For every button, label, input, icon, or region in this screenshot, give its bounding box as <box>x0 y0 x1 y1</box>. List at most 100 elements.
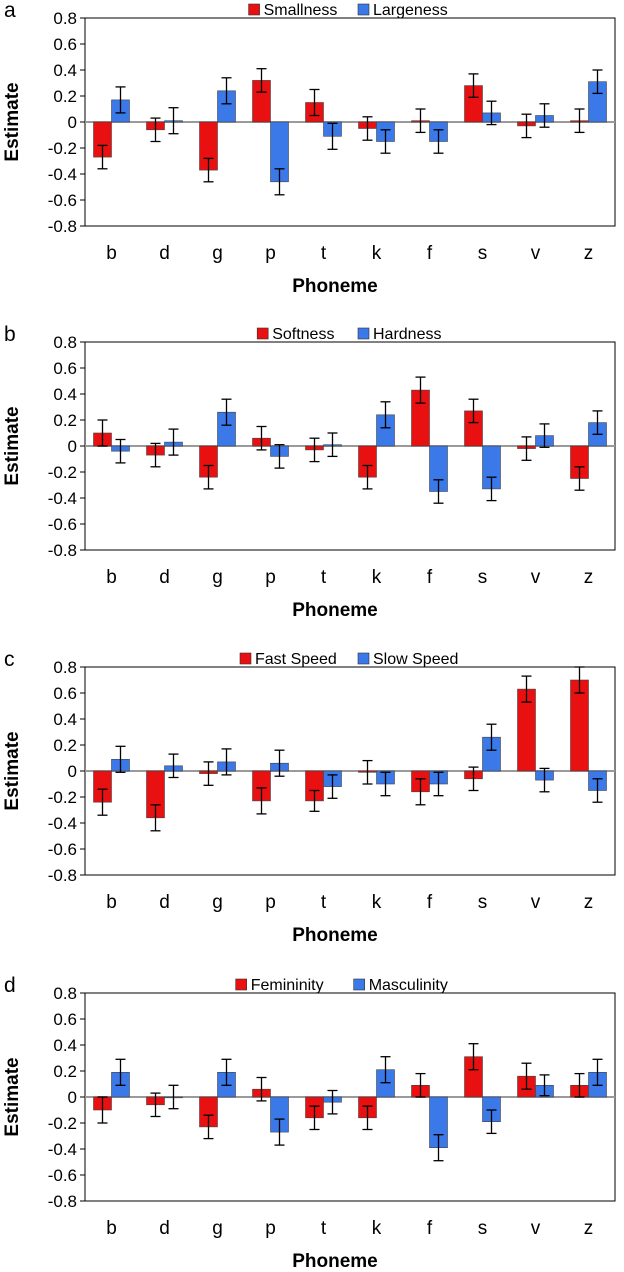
y-tick-label: -0.6 <box>48 515 77 534</box>
y-tick-label: -0.6 <box>48 840 77 859</box>
x-tick-label-k: k <box>372 1218 382 1239</box>
x-axis-title: Phoneme <box>292 925 378 946</box>
y-tick-label: -0.8 <box>48 217 77 236</box>
x-tick-label-d: d <box>159 892 170 913</box>
chart-panel-a: a Smallness Largeness 0.8 0.6 0.4 0.2 0 -0.2 -0.4… <box>2 0 616 297</box>
x-tick-label-z: z <box>584 243 594 264</box>
y-axis-title: Estimate <box>2 82 23 161</box>
legend-swatch-0 <box>235 978 247 991</box>
legend-swatch-0 <box>256 327 269 340</box>
x-tick-label-g: g <box>212 892 223 913</box>
x-tick-label-s: s <box>478 1218 488 1239</box>
y-axis-title: Estimate <box>2 1057 23 1136</box>
x-tick-label-p: p <box>265 1218 276 1239</box>
y-tick-label: -0.8 <box>48 1192 77 1211</box>
legend-label-1: Masculinity <box>369 977 448 994</box>
y-tick-label: -0.2 <box>48 788 77 807</box>
legend-label-1: Hardness <box>373 326 441 343</box>
y-axis-title: Estimate <box>2 731 23 810</box>
x-tick-label-b: b <box>106 892 117 913</box>
x-tick-label-f: f <box>427 567 433 588</box>
y-tick-label: 0.2 <box>53 1062 77 1081</box>
x-tick-label-t: t <box>321 243 327 264</box>
y-axis-title: Estimate <box>2 406 23 485</box>
y-tick-label: 0.6 <box>53 684 77 703</box>
x-tick-label-s: s <box>478 243 488 264</box>
y-tick-label: -0.2 <box>48 463 77 482</box>
legend-label-0: Smallness <box>264 2 338 19</box>
y-tick-label: -0.4 <box>48 1140 77 1159</box>
x-tick-label-z: z <box>584 1218 594 1239</box>
y-tick-label: 0.8 <box>53 333 77 352</box>
x-tick-label-d: d <box>159 567 170 588</box>
y-tick-label: 0 <box>68 762 77 781</box>
y-tick-label: -0.4 <box>48 489 77 508</box>
y-tick-label: 0.4 <box>53 385 77 404</box>
y-tick-label: -0.6 <box>48 1166 77 1185</box>
y-tick-label: -0.8 <box>48 866 77 885</box>
x-tick-label-p: p <box>265 243 276 264</box>
x-tick-label-s: s <box>478 892 488 913</box>
y-tick-label: 0.6 <box>53 1010 77 1029</box>
y-tick-label: 0.8 <box>53 658 77 677</box>
y-tick-label: -0.6 <box>48 191 77 210</box>
x-tick-label-p: p <box>265 567 276 588</box>
x-axis-title: Phoneme <box>292 1251 378 1267</box>
legend-swatch-0 <box>248 3 260 16</box>
x-tick-label-v: v <box>531 567 541 588</box>
panel-label: a <box>4 0 16 22</box>
chart-panel-c: c Fast Speed Slow Speed 0.8 0.6 0.4 0.2 0 -0.2 -0… <box>2 648 616 946</box>
x-tick-label-f: f <box>427 1218 433 1239</box>
x-tick-label-d: d <box>159 1218 170 1239</box>
x-axis-title: Phoneme <box>292 276 378 297</box>
x-tick-label-k: k <box>372 567 382 588</box>
y-tick-label: -0.4 <box>48 165 77 184</box>
x-tick-label-z: z <box>584 892 594 913</box>
x-tick-label-f: f <box>427 243 433 264</box>
x-axis-title: Phoneme <box>292 600 378 621</box>
x-tick-label-v: v <box>531 1218 541 1239</box>
y-tick-label: 0.4 <box>53 710 77 729</box>
chart-panel-d: d Femininity Masculinity 0.8 0.6 0.4 0.2 0 -0.2 -… <box>2 974 616 1272</box>
x-tick-label-k: k <box>372 243 382 264</box>
y-tick-label: 0 <box>68 113 77 132</box>
x-tick-label-t: t <box>321 567 327 588</box>
panel-label: c <box>4 648 15 671</box>
legend-label-1: Largeness <box>373 2 448 19</box>
x-tick-label-v: v <box>531 243 541 264</box>
x-tick-label-p: p <box>265 892 276 913</box>
x-tick-label-s: s <box>478 567 488 588</box>
legend-swatch-1 <box>357 652 370 665</box>
legend-label-0: Femininity <box>251 977 324 994</box>
y-tick-label: 0.6 <box>53 359 77 378</box>
y-tick-label: 0 <box>68 437 77 456</box>
x-tick-label-t: t <box>321 1218 327 1239</box>
legend-label-0: Softness <box>272 326 334 343</box>
y-tick-label: 0.2 <box>53 736 77 755</box>
bar-fast-speed-z <box>570 679 589 772</box>
y-tick-label: 0 <box>68 1088 77 1107</box>
x-tick-label-d: d <box>159 243 170 264</box>
x-tick-label-g: g <box>212 243 223 264</box>
y-tick-label: 0.4 <box>53 61 77 80</box>
chart-panel-b: b Softness Hardness 0.8 0.6 0.4 0.2 0 -0.2 -0.4 -0… <box>2 323 616 621</box>
x-tick-label-k: k <box>372 892 382 913</box>
legend-swatch-0 <box>239 652 252 665</box>
legend-label-0: Fast Speed <box>255 651 337 668</box>
legend-swatch-1 <box>357 327 370 340</box>
x-tick-label-t: t <box>321 892 327 913</box>
legend-swatch-1 <box>357 3 370 16</box>
x-tick-label-g: g <box>212 1218 223 1239</box>
y-tick-label: -0.4 <box>48 814 77 833</box>
legend-swatch-1 <box>353 978 366 991</box>
y-tick-label: 0.6 <box>53 35 77 54</box>
y-tick-label: 0.4 <box>53 1036 77 1055</box>
x-tick-label-b: b <box>106 567 117 588</box>
x-tick-label-b: b <box>106 1218 117 1239</box>
y-tick-label: 0.2 <box>53 87 77 106</box>
x-tick-label-z: z <box>584 567 594 588</box>
x-tick-label-g: g <box>212 567 223 588</box>
panel-label: d <box>4 974 16 997</box>
